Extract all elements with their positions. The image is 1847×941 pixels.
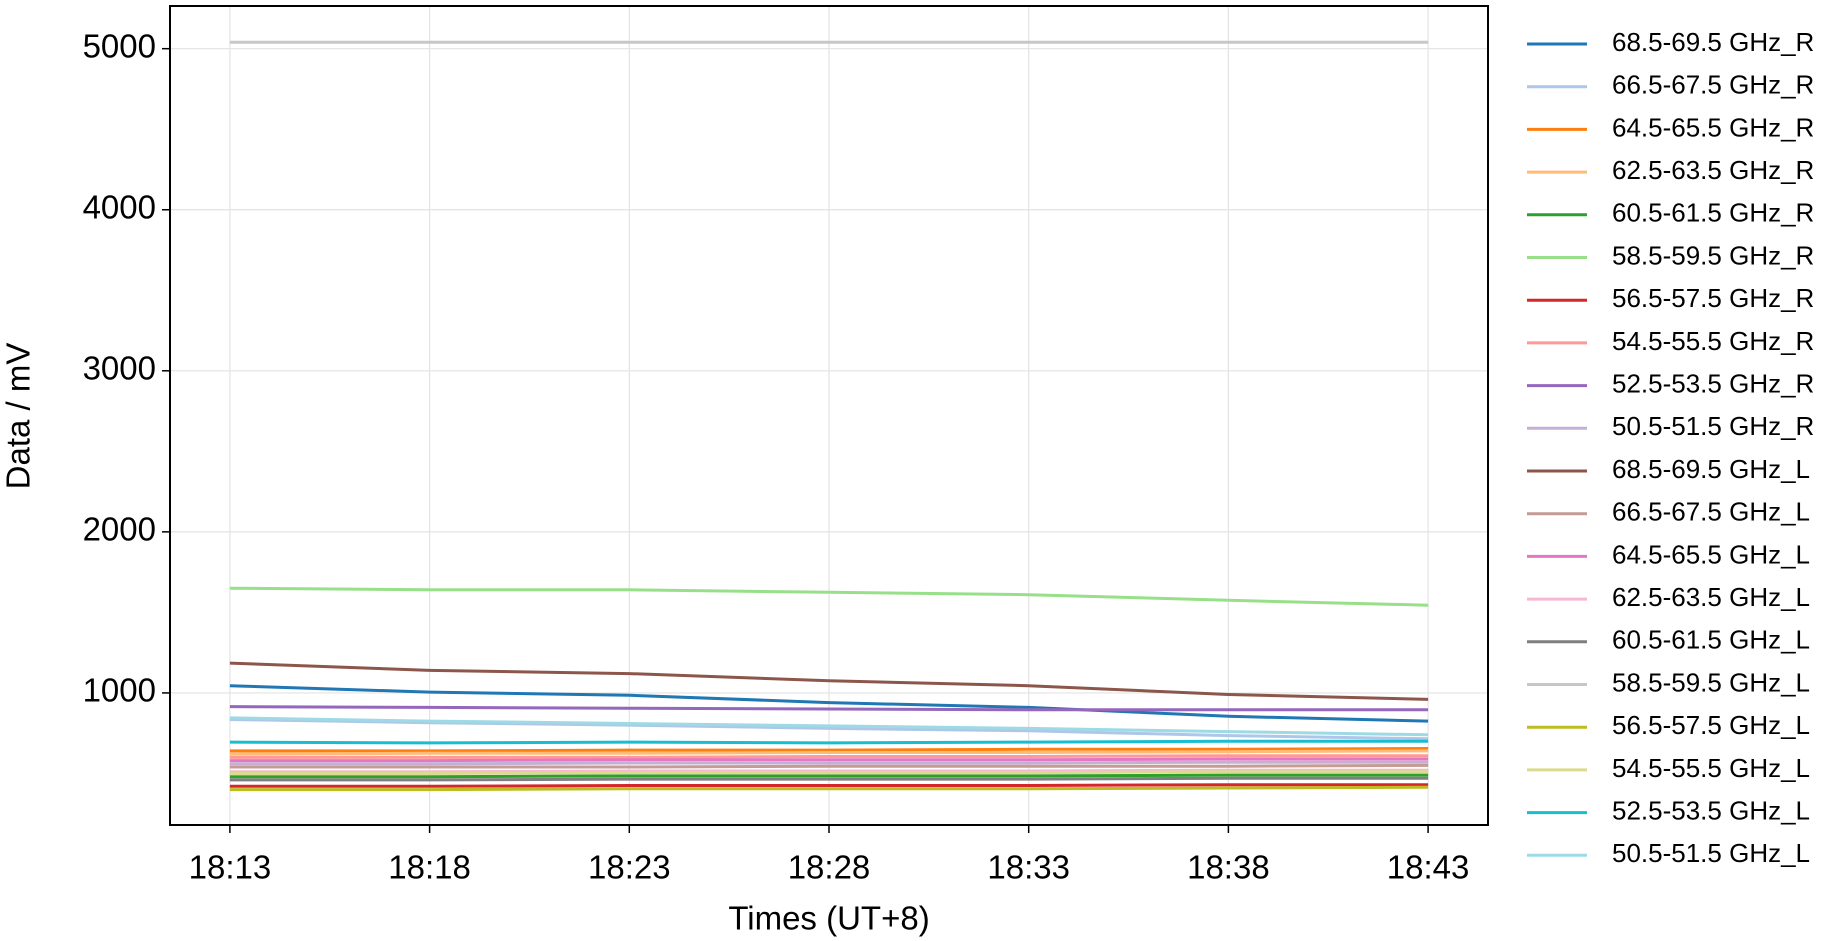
y-tick-label: 3000 (83, 350, 156, 387)
y-axis-label: Data / mV (0, 343, 37, 490)
series-line (229, 754, 1429, 759)
legend-label: 60.5-61.5 GHz_R (1612, 198, 1814, 228)
series-line (229, 757, 1429, 763)
x-tick-label: 18:13 (189, 849, 272, 886)
legend-label: 52.5-53.5 GHz_R (1612, 368, 1814, 398)
series-line (229, 785, 1429, 792)
series-line (229, 705, 1429, 712)
y-tick-label: 2000 (83, 511, 156, 548)
series-line (229, 776, 1429, 782)
legend-label: 64.5-65.5 GHz_L (1612, 539, 1810, 569)
y-tick-label: 4000 (83, 188, 156, 225)
series-line (229, 749, 1429, 756)
x-tick-label: 18:18 (388, 849, 471, 886)
series-line (229, 586, 1429, 607)
series-line (229, 783, 1429, 788)
series-line (229, 773, 1429, 779)
legend-label: 58.5-59.5 GHz_R (1612, 240, 1814, 270)
x-tick-label: 18:33 (987, 849, 1070, 886)
series-line (229, 747, 1429, 753)
x-axis-label: Times (UT+8) (728, 900, 929, 937)
series-line (229, 768, 1429, 774)
legend-label: 50.5-51.5 GHz_L (1612, 838, 1810, 868)
legend-label: 54.5-55.5 GHz_L (1612, 753, 1810, 783)
series-line (229, 739, 1429, 745)
series-line (229, 763, 1429, 769)
x-tick-label: 18:38 (1187, 849, 1270, 886)
x-tick-label: 18:43 (1387, 849, 1470, 886)
y-tick-label: 5000 (83, 27, 156, 64)
legend-label: 68.5-69.5 GHz_R (1612, 27, 1814, 57)
series-line (229, 716, 1429, 737)
legend-label: 62.5-63.5 GHz_R (1612, 155, 1814, 185)
legend-label: 58.5-59.5 GHz_L (1612, 667, 1810, 697)
legend-label: 54.5-55.5 GHz_R (1612, 326, 1814, 356)
legend-label: 56.5-57.5 GHz_L (1612, 710, 1810, 740)
x-tick-label: 18:28 (788, 849, 871, 886)
series-line (229, 760, 1429, 766)
plot-frame (169, 5, 1489, 826)
legend-label: 66.5-67.5 GHz_L (1612, 497, 1810, 527)
series-line (229, 661, 1429, 701)
y-tick-label: 1000 (83, 672, 156, 709)
series-line (229, 718, 1429, 741)
legend-label: 62.5-63.5 GHz_L (1612, 582, 1810, 612)
legend-label: 60.5-61.5 GHz_L (1612, 625, 1810, 655)
x-tick-label: 18:23 (588, 849, 671, 886)
series-line (229, 684, 1429, 723)
legend-label: 50.5-51.5 GHz_R (1612, 411, 1814, 441)
legend-label: 66.5-67.5 GHz_R (1612, 70, 1814, 100)
legend-label: 52.5-53.5 GHz_L (1612, 795, 1810, 825)
series-line (229, 770, 1429, 775)
legend-label: 64.5-65.5 GHz_R (1612, 112, 1814, 142)
legend-label: 56.5-57.5 GHz_R (1612, 283, 1814, 313)
legend-label: 68.5-69.5 GHz_L (1612, 454, 1810, 484)
